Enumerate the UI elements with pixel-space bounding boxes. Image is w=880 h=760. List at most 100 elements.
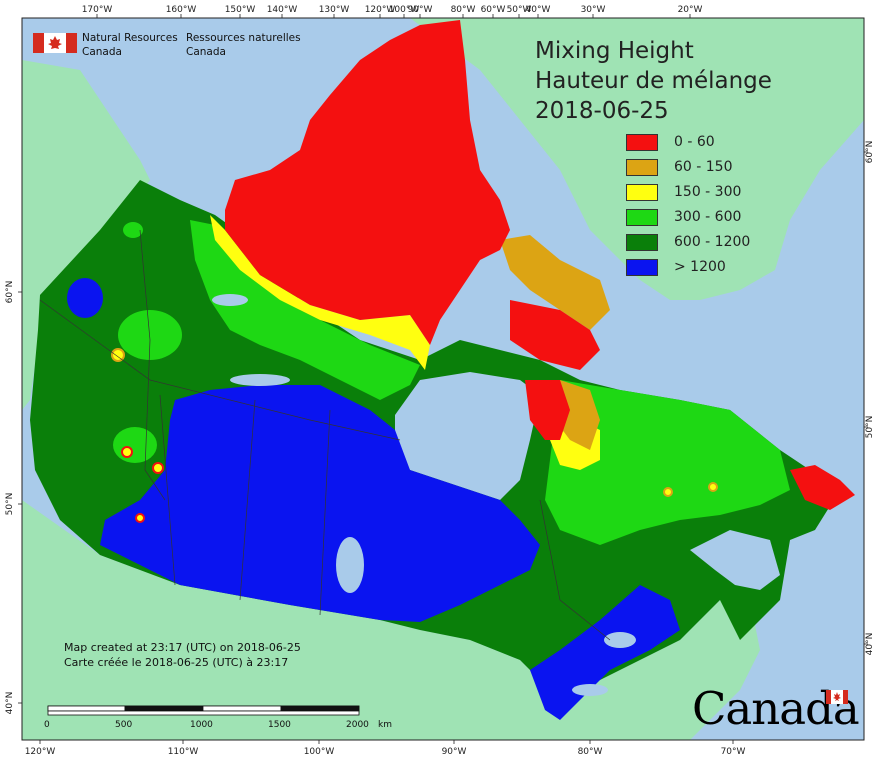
map-title: Mixing Height Hauteur de mélange 2018-06… [535, 36, 772, 126]
legend-label: 60 - 150 [674, 159, 733, 175]
nrc-fr-line2: Canada [186, 46, 226, 58]
scale-label-500: 500 [115, 720, 132, 730]
credit-english: Map created at 23:17 (UTC) on 2018-06-25 [64, 641, 301, 654]
top_ticks-label: 80°W [451, 5, 476, 15]
border-mb-on [319, 409, 331, 616]
usa-land [22, 500, 760, 740]
nrc-english: Natural Resources Canada [82, 31, 178, 59]
right_ticks-label: 60°N [865, 141, 875, 164]
lake-5 [572, 684, 608, 696]
wordmark-flag-icon [826, 690, 848, 704]
lake-3 [336, 537, 364, 593]
title-date: 2018-06-25 [535, 98, 669, 124]
bottom_ticks-label: 70°W [721, 747, 746, 757]
top_ticks-label: 130°W [319, 5, 350, 15]
legend-swatch [626, 234, 658, 251]
legend-swatch [626, 209, 658, 226]
left_ticks-label: 60°N [5, 281, 15, 304]
top_ticks-label: 50°W [507, 5, 532, 15]
zone-150-300-band [210, 215, 430, 370]
nrc-en-line1: Natural Resources [82, 32, 178, 44]
top_ticks-label: 40°W [526, 5, 551, 15]
lake-2 [230, 374, 290, 386]
top_ticks-label: 60°W [481, 5, 506, 15]
map-border [21, 17, 865, 741]
hotspot-bc-3 [152, 462, 164, 474]
bottom-ticks: 120°W 110°W 100°W 90°W 80°W 70°W [25, 740, 746, 757]
border-sk-mb [239, 399, 256, 601]
legend-label: > 1200 [674, 259, 726, 275]
zone-over-1200-prairies [100, 385, 540, 622]
border-ab-sk [159, 394, 176, 586]
credit-french: Carte créée le 2018-06-25 (UTC) à 23:17 [64, 656, 289, 669]
top_ticks-label: 90°W [408, 5, 433, 15]
bottom_ticks-label: 120°W [25, 747, 56, 757]
nrc-french: Ressources naturelles Canada [186, 31, 301, 59]
gulf-of-st-lawrence [690, 530, 780, 590]
title-english: Mixing Height [535, 38, 694, 64]
legend-label: 0 - 60 [674, 134, 715, 150]
legend-label: 150 - 300 [674, 184, 742, 200]
top_ticks-label: 140°W [267, 5, 298, 15]
legend-label: 600 - 1200 [674, 234, 751, 250]
legend-swatch [626, 259, 658, 276]
scale-label-0: 0 [44, 720, 50, 730]
hotspot-bc-4 [135, 513, 145, 523]
zone-300-600-quebec [545, 380, 790, 545]
hudson-bay [395, 372, 540, 500]
top_ticks-label: 20°W [678, 5, 703, 15]
hotspot-bc-1 [111, 348, 125, 362]
zone-0-60-ungava [525, 380, 570, 440]
zone-60-150-quebec [555, 380, 600, 450]
left-ticks: 60°N 50°N 40°N [5, 281, 22, 715]
zone-over-1200-ontario [530, 585, 680, 720]
top_ticks-label: 30°W [581, 5, 606, 15]
zone-300-600-bc-3 [123, 222, 143, 238]
hotspot-quebec-1 [708, 482, 718, 492]
right-ticks: 60°N 50°N 40°N [864, 141, 875, 656]
canada-flag-icon [33, 33, 77, 53]
bottom_ticks-label: 100°W [304, 747, 335, 757]
bottom_ticks-label: 110°W [168, 747, 199, 757]
legend-swatch [626, 184, 658, 201]
top_ticks-label: 150°W [225, 5, 256, 15]
title-french: Hauteur de mélange [535, 68, 772, 94]
lake-4 [604, 632, 636, 648]
zone-0-60-newfoundland [790, 465, 855, 510]
border-on-qc [539, 499, 611, 641]
nrc-fr-line1: Ressources naturelles [186, 32, 301, 44]
zone-300-600-bc-2 [113, 427, 157, 463]
scale-bar: 0 500 1000 1500 2000 km [44, 705, 392, 730]
top_ticks-label: 120°W [365, 5, 396, 15]
alaska-land [22, 60, 150, 410]
border-bc-ab [139, 229, 166, 501]
legend-label: 300 - 600 [674, 209, 742, 225]
left_ticks-label: 50°N [5, 493, 15, 516]
zone-0-60-baffin-south [510, 300, 600, 370]
hotspot-bc-2 [121, 446, 133, 458]
top_ticks-label: 100°W [389, 5, 420, 15]
scale-label-1000: 1000 [190, 720, 213, 730]
bottom_ticks-label: 90°W [442, 747, 467, 757]
hotspot-quebec-2 [663, 487, 673, 497]
scale-label-2000: 2000 [346, 720, 369, 730]
scale-label-1500: 1500 [268, 720, 291, 730]
right_ticks-label: 50°N [865, 416, 875, 439]
lake-1 [212, 294, 248, 306]
nrc-en-line2: Canada [82, 46, 122, 58]
legend-swatch [626, 134, 658, 151]
top_ticks-label: 170°W [82, 5, 113, 15]
bottom_ticks-label: 80°W [578, 747, 603, 757]
top_ticks-label: 160°W [166, 5, 197, 15]
zone-60-150-baffin [500, 235, 610, 330]
legend-swatch [626, 159, 658, 176]
zone-0-60-arctic [225, 20, 510, 345]
right_ticks-label: 40°N [865, 633, 875, 656]
scale-unit: km [378, 720, 392, 730]
border-territories [39, 299, 401, 441]
left_ticks-label: 40°N [5, 692, 15, 715]
zone-over-1200-bc [67, 278, 103, 318]
